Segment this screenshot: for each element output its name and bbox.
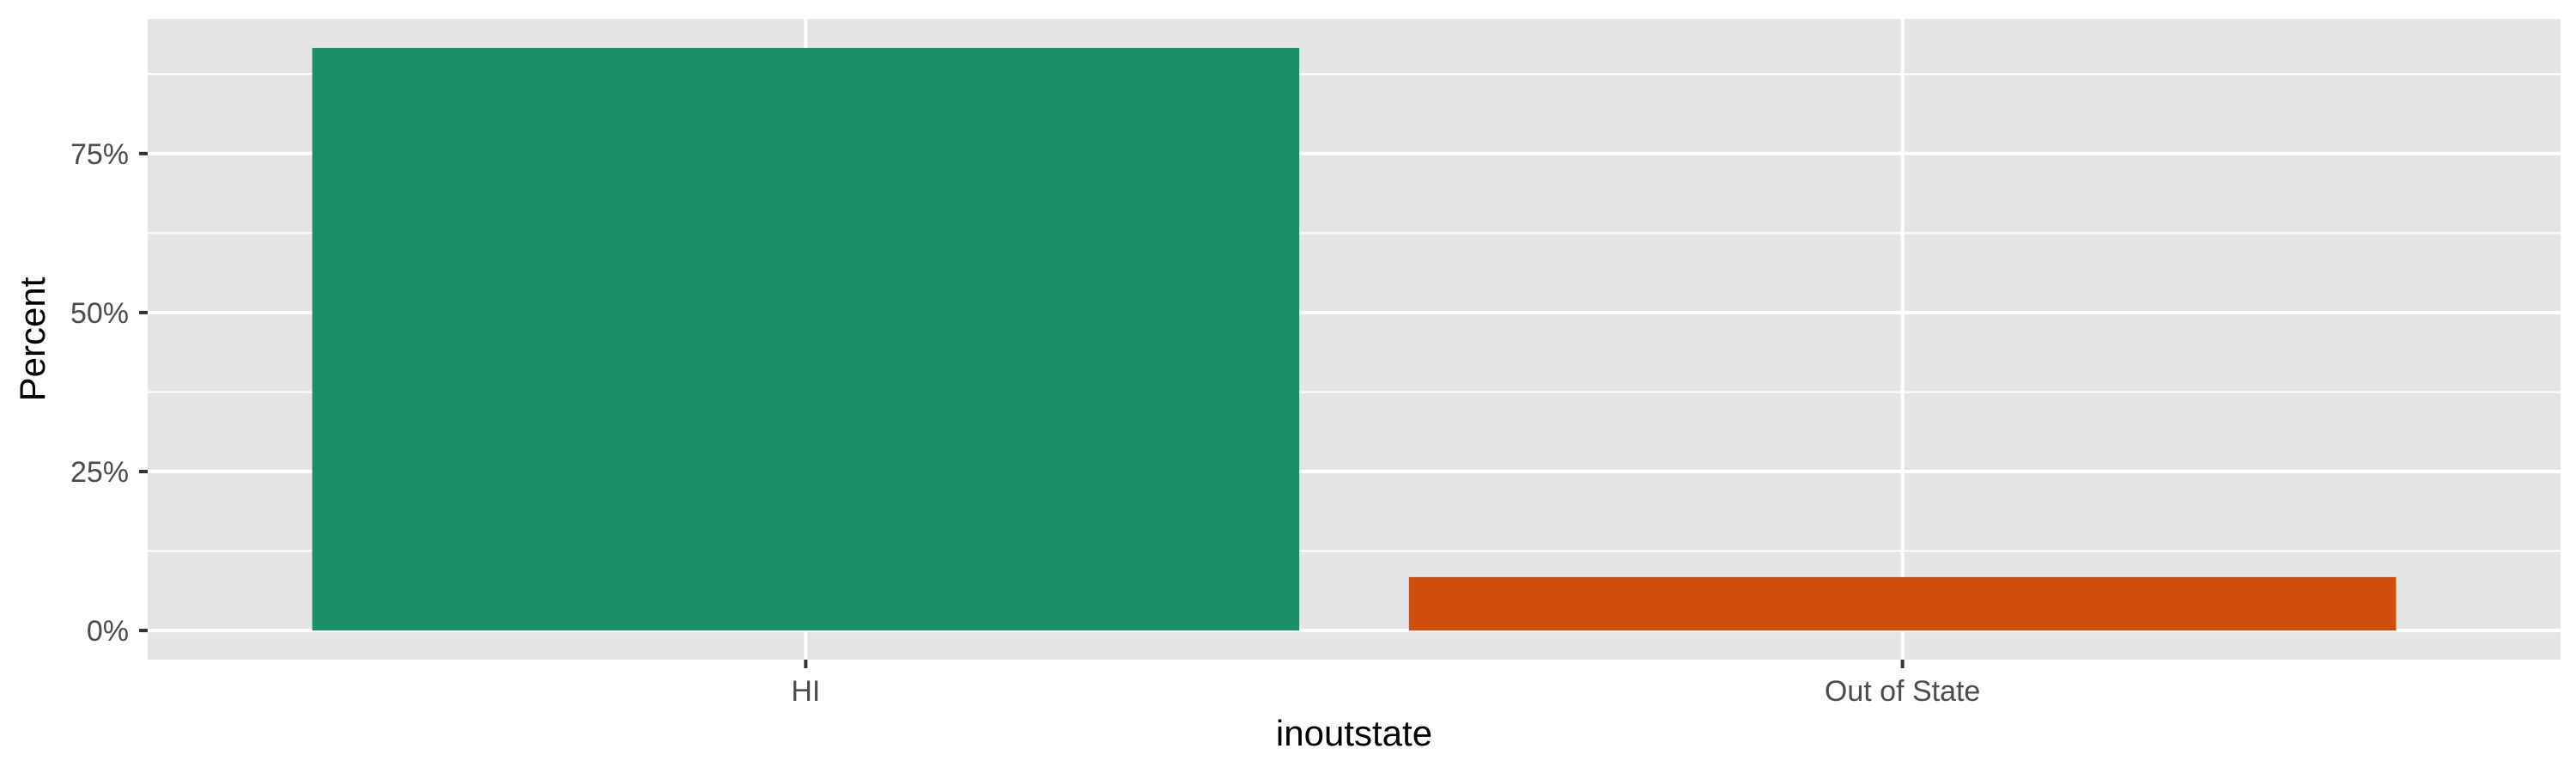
y-axis-title: Percent xyxy=(12,277,52,401)
y-tick-label: 0% xyxy=(87,615,129,648)
x-tick-label: Out of State xyxy=(1825,675,1980,708)
y-tick-label: 50% xyxy=(70,297,129,330)
x-axis: HI Out of State xyxy=(791,660,1980,708)
bars xyxy=(312,47,2397,631)
x-tick-label: HI xyxy=(791,675,820,708)
y-tick-label: 25% xyxy=(70,456,129,489)
x-axis-title: inoutstate xyxy=(1276,713,1432,753)
bar-out-of-state xyxy=(1408,576,2397,631)
bar-hi xyxy=(312,47,1300,631)
y-tick-label: 75% xyxy=(70,138,129,171)
y-axis: 0% 25% 50% 75% xyxy=(70,138,148,648)
